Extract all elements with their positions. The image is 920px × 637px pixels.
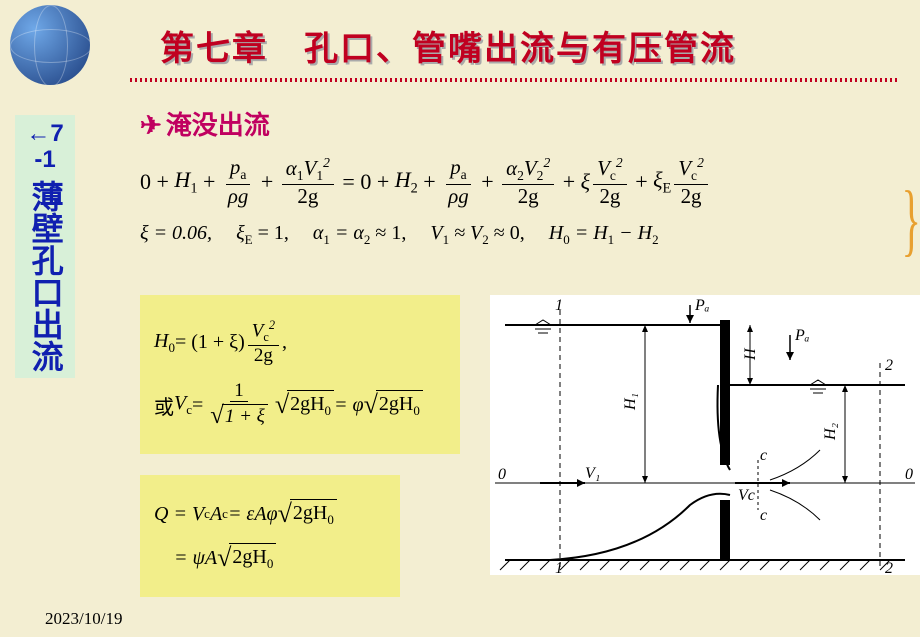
frac-a1v1: α1V12 2g [282,156,334,208]
section-sidebar: ←7 -1 薄壁孔口出流 [15,115,75,378]
lbl-V1: V₁ [585,465,600,482]
chapter-title: 第七章 孔口、管嘴出流与有压管流 [160,21,736,70]
footer-date: 2023/10/19 [45,609,122,629]
lbl-c2: c [760,507,767,524]
frac-vc2: Vc2 2g [674,156,708,208]
frac-pa2: pa ρg [444,156,472,207]
equation-box-1: H0 = (1 + ξ) Vc2 2g , 或 Vc = 1 1 + ξ 2gH… [140,295,460,454]
orifice-diagram: 1 1 2 2 0 0 Pₐ Pₐ H H₁ H₂ V₁ Vc c c [490,295,920,575]
frac-a2v2: α2V22 2g [502,156,554,208]
H2-sub: 2 [411,180,418,196]
lbl-H: H [742,347,759,361]
nav-num-2: -1 [34,146,55,173]
nav-num-1: 7 [50,120,63,147]
Q-equation-2: = ψA 2gH0 [174,543,386,573]
frac-pa1: pa ρg [224,156,252,207]
slide-header: 第七章 孔口、管嘴出流与有压管流 [0,0,920,90]
lbl-Vc: Vc [738,487,755,504]
lbl-1-top: 1 [555,297,563,314]
param-xiE: ξE = 1, [236,222,289,248]
term-0a: 0 [140,169,151,195]
content-area: ✈淹没出流 0 + H1 + pa ρg + α1V12 2g = 0 + H2… [140,105,900,248]
lbl-0-l: 0 [498,466,506,483]
param-xi: ξ = 0.06, [140,222,212,248]
nav-back[interactable]: ←7 -1 [17,121,73,174]
diagram-svg: 1 1 2 2 0 0 Pₐ Pₐ H H₁ H₂ V₁ Vc c c [490,295,920,575]
lbl-Pa2: Pₐ [794,327,810,344]
brace-icon: } [901,192,920,248]
plane-icon: ✈ [140,110,162,140]
param-H0: H0 = H1 − H2 [549,222,659,248]
subsection-title: ✈淹没出流 [140,105,900,142]
lbl-Pa1: Pₐ [694,297,710,314]
lbl-2-top: 2 [885,357,893,374]
Vc-equation: 或 Vc = 1 1 + ξ 2gH0 = φ 2gH0 [154,381,446,430]
xi: ξ [581,169,590,195]
globe-icon [10,5,90,85]
lbl-2-bot: 2 [885,560,893,575]
section-name-vertical: 薄壁孔口出流 [23,180,66,372]
lbl-H1: H₁ [622,393,639,411]
parameters-row: ξ = 0.06, ξE = 1, α1 = α2 ≈ 1, V1 ≈ V2 ≈… [140,222,900,248]
param-alpha: α1 = α2 ≈ 1, [313,222,406,248]
back-arrow-icon: ← [26,120,50,147]
equation-box-2: Q = Vc Ac = εAφ 2gH0 = ψA 2gH0 [140,475,400,597]
title-underline [130,78,900,82]
energy-equation: 0 + H1 + pa ρg + α1V12 2g = 0 + H2 + pa … [140,156,900,208]
H0-equation: H0 = (1 + ξ) Vc2 2g , [154,319,446,367]
param-V: V1 ≈ V2 ≈ 0, [430,222,524,248]
H2: H [395,167,411,192]
subtitle-text: 淹没出流 [166,111,270,140]
H1-sub: 1 [190,180,197,196]
lbl-0-r: 0 [905,466,913,483]
lbl-c1: c [760,447,767,464]
lbl-H2: H₂ [822,422,839,441]
frac-vc1: Vc2 2g [593,156,627,208]
lbl-1-bot: 1 [555,560,563,575]
H1: H [174,167,190,192]
Q-equation-1: Q = Vc Ac = εAφ 2gH0 [154,499,386,529]
